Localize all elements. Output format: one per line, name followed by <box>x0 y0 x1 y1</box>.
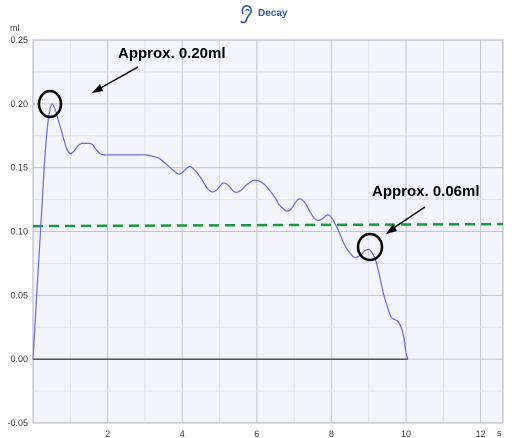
annotation-peak-circle <box>37 89 63 119</box>
y-tick-label: 0.05 <box>10 290 28 300</box>
x-tick-label: 8 <box>329 429 334 438</box>
x-axis-ticks: 2 4 6 8 10 12 <box>105 429 486 438</box>
x-axis-unit: s <box>497 428 502 438</box>
annotation-end-circle <box>356 232 384 262</box>
annotation-peak-arrow <box>92 66 139 93</box>
x-tick-label: 2 <box>105 429 110 438</box>
chart-title: Decay <box>258 8 288 19</box>
y-tick-label: 0.15 <box>10 163 28 173</box>
annotation-peak-label: Approx. 0.20ml <box>118 45 226 62</box>
y-axis-label: ml <box>10 23 20 33</box>
threshold-line <box>32 222 504 228</box>
y-tick-label: 0.10 <box>10 227 28 237</box>
y-axis-ticks: -0.05 0.00 0.05 0.10 0.15 0.20 0.25 <box>7 35 28 428</box>
chart-header: Decay <box>240 5 288 24</box>
annotation-end-label: Approx. 0.06ml <box>372 183 480 200</box>
y-tick-label: 0.25 <box>10 35 28 45</box>
ear-icon <box>240 5 252 24</box>
y-tick-label: 0.00 <box>10 354 28 364</box>
series-line <box>32 103 409 360</box>
x-tick-label: 12 <box>476 429 486 438</box>
plot-border <box>32 39 504 424</box>
x-tick-label: 6 <box>254 429 259 438</box>
y-tick-label: -0.05 <box>7 418 28 428</box>
annotation-end-arrow <box>386 206 426 234</box>
x-tick-label: 4 <box>180 429 185 438</box>
x-tick-label: 10 <box>401 429 411 438</box>
annotations: Approx. 0.20ml Approx. 0.06ml <box>37 45 480 262</box>
y-tick-label: 0.20 <box>10 99 28 109</box>
